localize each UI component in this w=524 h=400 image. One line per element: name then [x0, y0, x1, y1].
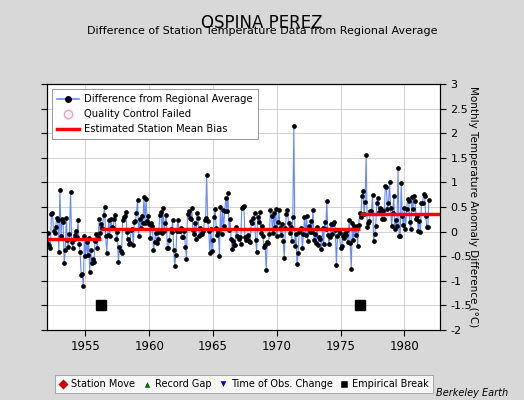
Legend: Difference from Regional Average, Quality Control Failed, Estimated Station Mean: Difference from Regional Average, Qualit… — [52, 89, 258, 139]
Text: Berkeley Earth: Berkeley Earth — [436, 388, 508, 398]
Text: OSPINA PEREZ: OSPINA PEREZ — [201, 14, 323, 32]
Y-axis label: Monthly Temperature Anomaly Difference (°C): Monthly Temperature Anomaly Difference (… — [468, 86, 478, 328]
Text: Difference of Station Temperature Data from Regional Average: Difference of Station Temperature Data f… — [87, 26, 437, 36]
Legend: Station Move, Record Gap, Time of Obs. Change, Empirical Break: Station Move, Record Gap, Time of Obs. C… — [54, 375, 433, 393]
